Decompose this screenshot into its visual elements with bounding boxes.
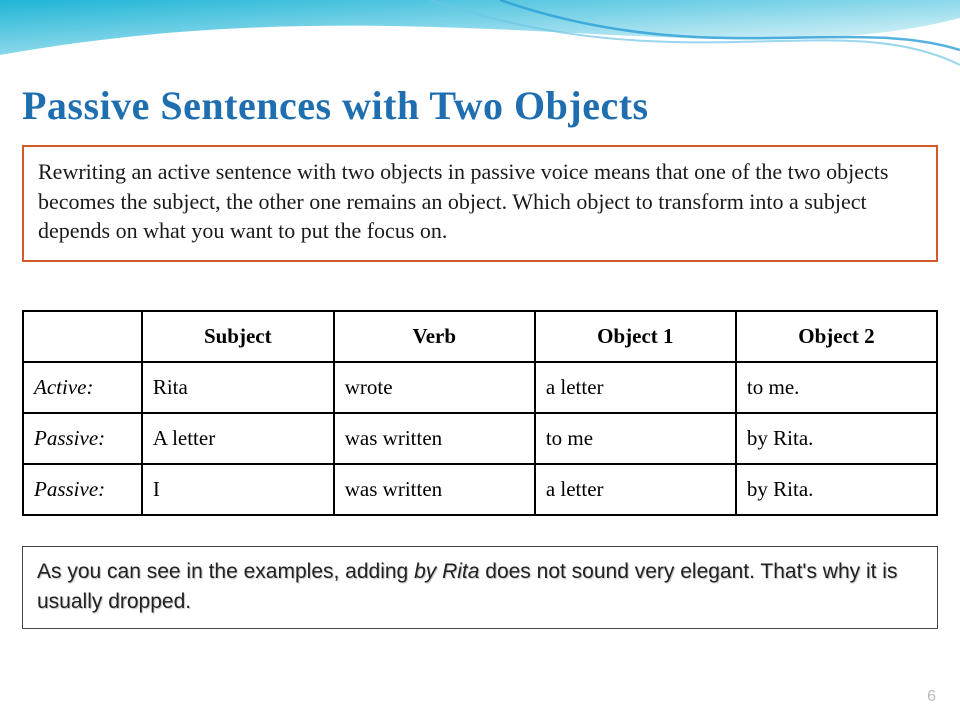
table-row: Passive: A letter was written to me by R… [23, 413, 937, 464]
col-subject: Subject [142, 311, 334, 362]
slide-title: Passive Sentences with Two Objects [22, 82, 649, 129]
voice-cell: Passive: [23, 413, 142, 464]
cell: was written [334, 464, 535, 515]
note-box: As you can see in the examples, adding b… [22, 546, 938, 629]
table-row: Active: Rita wrote a letter to me. [23, 362, 937, 413]
voice-cell: Passive: [23, 464, 142, 515]
table-row: Passive: I was written a letter by Rita. [23, 464, 937, 515]
note-before: As you can see in the examples, adding [37, 560, 414, 583]
page-number: 6 [927, 688, 936, 706]
cell: wrote [334, 362, 535, 413]
table-header-row: Subject Verb Object 1 Object 2 [23, 311, 937, 362]
cell: a letter [535, 362, 736, 413]
cell: by Rita. [736, 464, 937, 515]
voice-cell: Active: [23, 362, 142, 413]
cell: a letter [535, 464, 736, 515]
cell: by Rita. [736, 413, 937, 464]
grammar-table: Subject Verb Object 1 Object 2 Active: R… [22, 310, 938, 516]
col-object2: Object 2 [736, 311, 937, 362]
intro-text: Rewriting an active sentence with two ob… [38, 159, 888, 243]
cell: A letter [142, 413, 334, 464]
note-italic: by Rita [414, 560, 479, 583]
cell: to me [535, 413, 736, 464]
cell: was written [334, 413, 535, 464]
col-verb: Verb [334, 311, 535, 362]
col-object1: Object 1 [535, 311, 736, 362]
col-blank [23, 311, 142, 362]
cell: to me. [736, 362, 937, 413]
cell: Rita [142, 362, 334, 413]
cell: I [142, 464, 334, 515]
intro-box: Rewriting an active sentence with two ob… [22, 145, 938, 262]
